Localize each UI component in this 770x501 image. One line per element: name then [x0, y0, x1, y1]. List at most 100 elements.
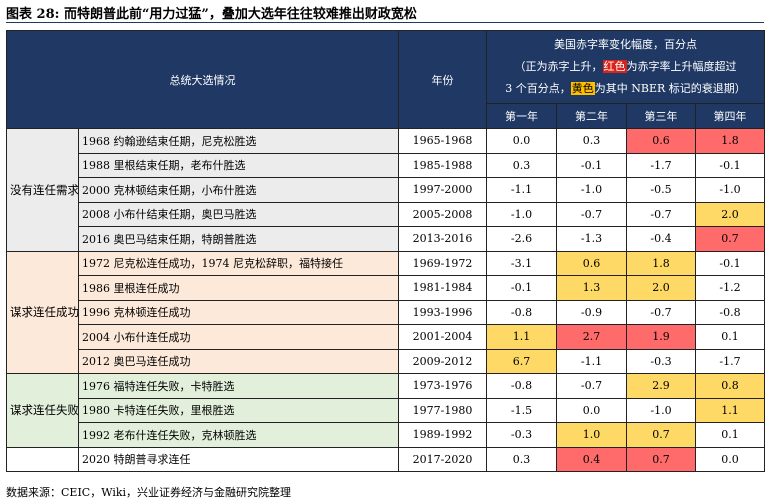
- deficit-change-cell: -0.1: [486, 275, 557, 301]
- table-row: 2004 小布什连任成功 2001-2004 1.1 2.7 1.9 0.1: [7, 324, 766, 350]
- source-note: 数据来源：CEIC，Wiki，兴业证券经济与金融研究院整理: [6, 486, 292, 499]
- term-years: 1993-1996: [398, 299, 487, 325]
- deficit-change-cell: 0.1: [694, 324, 766, 350]
- election-description: 1968 约翰逊结束任期，尼克松胜选: [78, 128, 399, 154]
- title-rule: [6, 22, 764, 23]
- table-row: 1992 老布什连任失败，克林顿胜选 1989-1992 -0.3 1.0 0.7 0.1: [7, 422, 766, 448]
- table-row: 2020 特朗普寻求连任 2017-2020 0.3 0.4 0.7 0.0: [6, 446, 766, 472]
- deficit-change-cell: 1.9: [626, 324, 696, 350]
- table-row: 2016 奥巴马结束任期，特朗普胜选 2013-2016 -2.6 -1.3 -0.4 0…: [7, 226, 766, 252]
- term-years: 1997-2000: [398, 177, 487, 203]
- header-note: 美国赤字率变化幅度，百分点 （正为赤字上升，红色为赤字率上升幅度超过 3 个百分…: [485, 30, 766, 104]
- table-row: 谋求连任成功 1972 尼克松连任成功，1974 尼克松辞职，福特接任 1969-1…: [6, 250, 766, 374]
- group-label: [6, 446, 79, 472]
- deficit-change-cell: -0.7: [626, 299, 696, 325]
- deficit-change-cell: 0.8: [694, 373, 766, 399]
- deficit-change-cell: -0.3: [626, 348, 696, 374]
- table-row: 1986 里根连任成功 1981-1984 -0.1 1.3 2.0 -1.2: [7, 275, 766, 301]
- deficit-change-cell: -1.5: [486, 397, 557, 423]
- deficit-change-cell: -0.7: [556, 201, 627, 227]
- term-years: 1965-1968: [398, 128, 487, 154]
- deficit-change-cell: -0.8: [694, 299, 766, 325]
- election-description: 2008 小布什结束任期，奥巴马胜选: [78, 201, 399, 227]
- deficit-change-cell: -0.7: [556, 373, 627, 399]
- deficit-change-cell: -1.0: [626, 397, 696, 423]
- table-row: 2008 小布什结束任期，奥巴马胜选 2005-2008 -1.0 -0.7 -0.7 2…: [7, 201, 766, 227]
- term-years: 2001-2004: [398, 324, 487, 350]
- deficit-change-cell: 0.6: [626, 128, 696, 154]
- deficit-change-cell: 0.7: [626, 422, 696, 448]
- deficit-change-cell: 0.0: [694, 446, 766, 472]
- group-label: 谋求连任成功: [6, 250, 79, 374]
- table-row: 没有连任需求（总统已两届任满）1968 约翰逊结束任期，尼克松胜选1965-19…: [6, 128, 766, 252]
- deficit-change-cell: -0.7: [626, 201, 696, 227]
- election-description: 2000 克林顿结束任期，小布什胜选: [78, 177, 399, 203]
- election-description: 1972 尼克松连任成功，1974 尼克松辞职，福特接任: [78, 250, 399, 276]
- deficit-change-cell: 2.7: [556, 324, 627, 350]
- term-years: 1969-1972: [398, 250, 487, 276]
- note-line1: 美国赤字率变化幅度，百分点: [554, 38, 697, 51]
- group-label: 谋求连任失败: [6, 373, 79, 448]
- term-years: 1989-1992: [398, 422, 487, 448]
- header-q1: 第一年: [486, 103, 557, 129]
- election-description: 1980 卡特连任失败，里根胜选: [78, 397, 399, 423]
- note-line2b: 为赤字率上升幅度超过: [626, 60, 737, 73]
- figure-title: 图表 28: 而特朗普此前“用力过猛”，叠加大选年往往较难推出财政宽松: [6, 7, 417, 22]
- election-description: 2004 小布什连任成功: [78, 324, 399, 350]
- deficit-change-cell: 6.7: [486, 348, 557, 374]
- table-row: 2012 奥巴马连任成功 2009-2012 6.7 -1.1 -0.3 -1.7: [7, 348, 766, 374]
- table-body: 没有连任需求（总统已两届任满）1968 约翰逊结束任期，尼克松胜选1965-19…: [6, 128, 766, 472]
- deficit-change-cell: 0.3: [486, 446, 557, 472]
- note-line3a: 3 个百分点，: [505, 82, 571, 95]
- deficit-change-cell: -0.8: [486, 373, 557, 399]
- deficit-change-cell: 0.7: [694, 226, 766, 252]
- deficit-change-cell: -2.6: [486, 226, 557, 252]
- term-years: 2013-2016: [398, 226, 487, 252]
- header-q4: 第四年: [694, 103, 766, 129]
- deficit-change-cell: 1.1: [694, 397, 766, 423]
- deficit-table: 总统大选情况 年份 美国赤字率变化幅度，百分点 （正为赤字上升，红色为赤字率上升…: [6, 30, 766, 472]
- deficit-change-cell: -1.0: [694, 177, 766, 203]
- deficit-change-cell: 1.0: [556, 422, 627, 448]
- term-years: 2005-2008: [398, 201, 487, 227]
- header-desc: 总统大选情况: [6, 30, 399, 129]
- header-q2: 第二年: [556, 103, 627, 129]
- election-description: 1988 里根结束任期，老布什胜选: [78, 152, 399, 178]
- deficit-change-cell: -0.5: [626, 177, 696, 203]
- table-row: 1988 里根结束任期，老布什胜选 1985-1988 0.3 -0.1 -1.7 -0.…: [7, 152, 766, 178]
- deficit-change-cell: -0.4: [626, 226, 696, 252]
- term-years: 2017-2020: [398, 446, 487, 472]
- table-row: 2000 克林顿结束任期，小布什胜选 1997-2000 -1.1 -1.0 -0.5-…: [7, 177, 766, 203]
- election-description: 1986 里根连任成功: [78, 275, 399, 301]
- term-years: 1981-1984: [398, 275, 487, 301]
- term-years: 1973-1976: [398, 373, 487, 399]
- header-years: 年份: [398, 30, 487, 129]
- deficit-change-cell: 0.3: [556, 128, 627, 154]
- election-description: 1992 老布什连任失败，克林顿胜选: [78, 422, 399, 448]
- deficit-change-cell: -0.1: [694, 250, 766, 276]
- deficit-change-cell: 0.0: [556, 397, 627, 423]
- election-description: 1996 克林顿连任成功: [78, 299, 399, 325]
- deficit-change-cell: -1.0: [556, 177, 627, 203]
- deficit-change-cell: -1.2: [694, 275, 766, 301]
- deficit-change-cell: 0.4: [556, 446, 627, 472]
- header-q3: 第三年: [626, 103, 696, 129]
- deficit-change-cell: 0.7: [626, 446, 696, 472]
- election-description: 1976 福特连任失败，卡特胜选: [78, 373, 399, 399]
- deficit-change-cell: 1.3: [556, 275, 627, 301]
- group-label: 没有连任需求（总统已两届任满）: [6, 128, 79, 252]
- deficit-change-cell: -0.1: [556, 152, 627, 178]
- deficit-change-cell: -1.1: [556, 348, 627, 374]
- deficit-change-cell: 0.0: [486, 128, 557, 154]
- deficit-change-cell: -1.7: [626, 152, 696, 178]
- deficit-change-cell: 0.3: [486, 152, 557, 178]
- deficit-change-cell: -1.0: [486, 201, 557, 227]
- deficit-change-cell: 0.1: [694, 422, 766, 448]
- note-line3b: 为其中 NBER 标记的衰退期）: [594, 82, 746, 95]
- deficit-change-cell: 2.9: [626, 373, 696, 399]
- deficit-change-cell: -0.9: [556, 299, 627, 325]
- term-years: 1985-1988: [398, 152, 487, 178]
- deficit-change-cell: -1.3: [556, 226, 627, 252]
- deficit-change-cell: 1.1: [486, 324, 557, 350]
- deficit-change-cell: -0.1: [694, 152, 766, 178]
